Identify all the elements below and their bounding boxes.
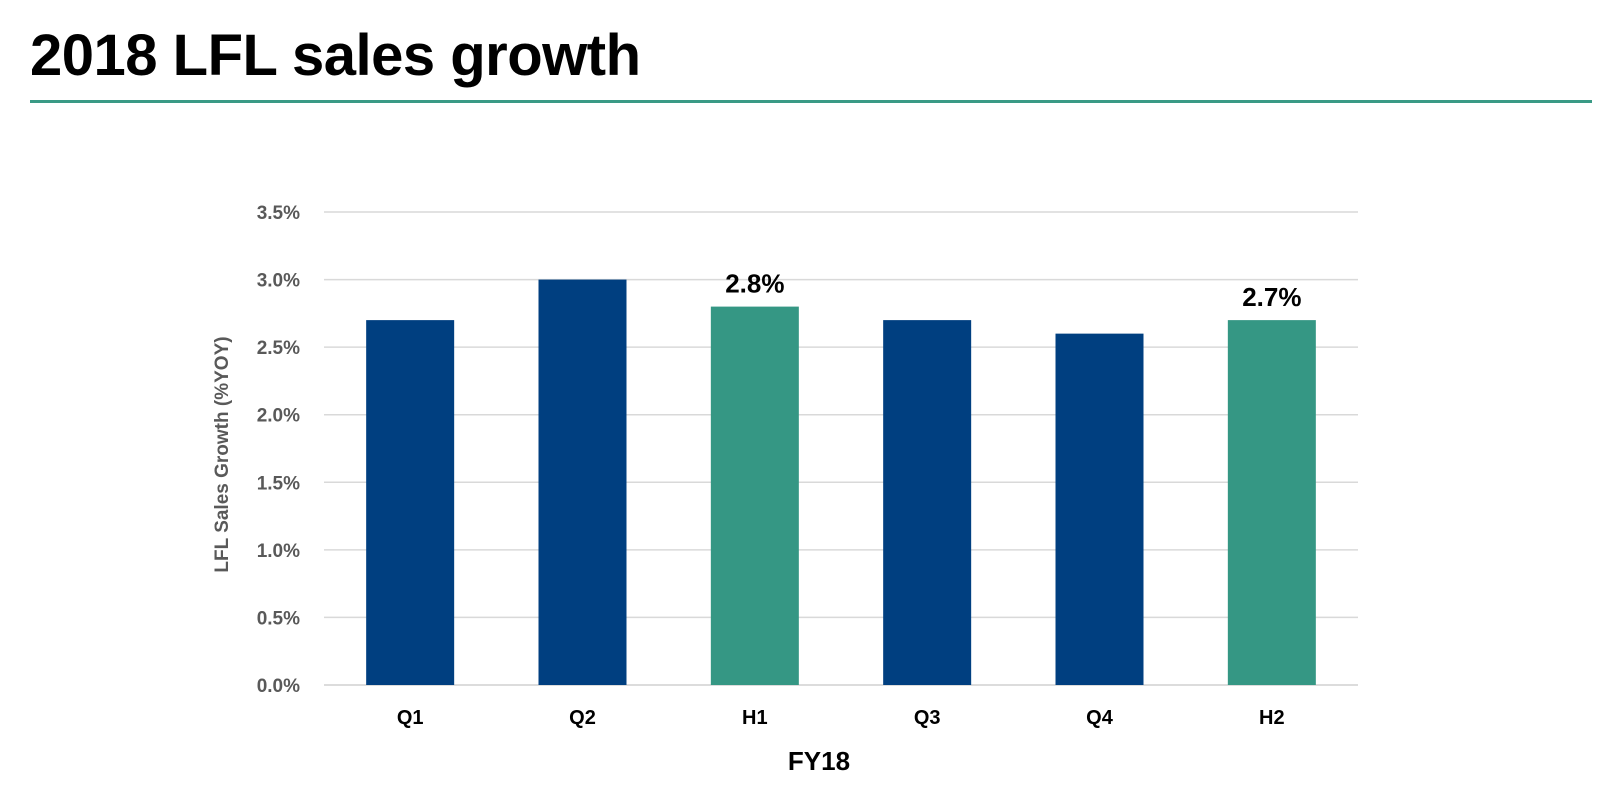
bar-q1: [366, 320, 455, 685]
x-category-label: H1: [742, 707, 768, 729]
y-axis-title: LFL Sales Growth (%YOY): [212, 336, 233, 572]
gridlines: [324, 211, 1358, 686]
y-tick-label: 0.0%: [257, 676, 300, 697]
title-divider: [30, 100, 1592, 103]
data-label: 2.8%: [725, 269, 784, 299]
x-category-label: Q2: [569, 707, 596, 729]
y-tick-label: 3.0%: [257, 271, 300, 292]
data-labels: 2.8% 2.7%: [725, 269, 1301, 313]
bar-h1: [710, 306, 799, 685]
y-axis-ticks: 0.0% 0.5% 1.0% 1.5% 2.0% 2.5% 3.0% 3.5%: [257, 203, 300, 697]
y-tick-label: 3.5%: [257, 203, 300, 224]
x-category-label: Q4: [1086, 707, 1114, 729]
x-axis-title: FY18: [788, 746, 850, 776]
bar-h2: [1227, 320, 1316, 685]
bar-q3: [883, 320, 972, 685]
x-category-label: Q1: [397, 707, 424, 729]
bar-q4: [1055, 333, 1144, 685]
x-axis-categories: Q1 Q2 H1 Q3 Q4 H2: [397, 707, 1285, 729]
page-title: 2018 LFL sales growth: [30, 23, 641, 88]
y-tick-label: 1.5%: [257, 473, 300, 494]
y-tick-label: 1.0%: [257, 541, 300, 562]
x-category-label: Q3: [914, 707, 941, 729]
y-tick-label: 2.0%: [257, 406, 300, 427]
data-label: 2.7%: [1242, 282, 1301, 312]
bars: [366, 279, 1316, 685]
x-category-label: H2: [1259, 707, 1285, 729]
y-tick-label: 0.5%: [257, 608, 300, 629]
bar-q2: [538, 279, 627, 685]
y-tick-label: 2.5%: [257, 338, 300, 359]
